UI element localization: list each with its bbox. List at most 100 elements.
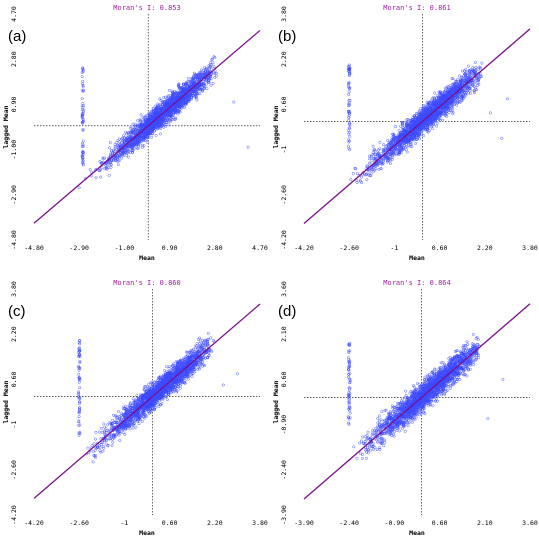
y-tick-label: -1 [10,421,18,429]
data-point [442,93,446,97]
data-point [438,90,442,94]
data-point [194,89,198,93]
data-point [81,128,85,132]
data-point [121,150,125,154]
data-point [466,64,470,68]
data-point [159,108,163,112]
regression-line [303,28,531,225]
data-point [169,108,173,112]
data-point [143,136,147,140]
data-point [373,148,377,152]
data-point [164,95,168,99]
data-point [408,123,412,127]
data-point [432,103,436,107]
data-point [128,147,132,151]
data-point [449,89,453,93]
data-point [110,151,114,155]
data-point [93,448,97,452]
y-tick-label: 0.90 [10,96,18,112]
data-point [118,431,122,435]
scatter-plot-c: (c)Moran's I: 0.860-4.20 -2.60 -1 0.60 2.20 3… [2,279,268,537]
data-point [358,179,362,183]
data-point [136,136,140,139]
data-point [180,86,183,90]
data-point [148,130,152,134]
x-tick-label: -2.90 [69,244,89,252]
data-point [469,84,473,88]
data-point [449,101,453,104]
data-point [385,156,389,160]
data-point [440,112,444,116]
data-point [474,78,478,82]
data-point [113,145,117,148]
data-point [399,143,403,147]
data-point [456,78,460,82]
data-point [404,120,408,124]
data-point [362,172,366,176]
data-point [442,107,446,111]
data-point [459,84,463,88]
data-point [479,72,482,76]
data-point [435,94,439,98]
data-point [145,140,149,144]
data-point [173,94,177,98]
data-point [382,159,385,163]
data-point [451,87,455,91]
x-tick-label: 0.60 [162,519,178,527]
data-point [368,157,371,161]
data-point [427,103,431,107]
x-tick-label: -1 [390,244,398,252]
data-point [148,128,152,132]
data-point [412,121,416,125]
data-point [142,119,146,123]
data-point [159,105,163,109]
data-point [202,87,206,91]
data-point [396,137,400,141]
data-point [398,144,401,148]
data-point [202,85,206,89]
data-point [439,92,443,96]
data-point [190,91,194,95]
data-point [246,145,250,149]
data-point [378,147,382,151]
data-point [129,125,133,129]
data-point [100,161,103,165]
y-tick-label: -2.60 [280,185,288,205]
data-point [374,155,378,159]
data-point [182,104,185,107]
data-point [434,117,437,121]
data-point [177,84,181,88]
data-point [139,134,143,138]
data-point [390,138,394,142]
data-point [438,111,442,115]
data-point [416,126,420,130]
data-point [138,136,142,140]
data-point [471,79,475,82]
data-point [125,132,128,136]
data-point [439,94,443,98]
data-point [173,107,177,111]
data-point [195,98,199,102]
data-point [450,107,454,111]
data-point [108,154,112,158]
data-point [120,156,124,160]
data-point [451,99,455,103]
data-point [406,140,410,144]
data-point [153,113,157,117]
data-point [182,95,186,99]
data-point [418,115,421,119]
data-point [457,74,461,78]
data-point [451,105,455,109]
data-point [81,106,85,110]
data-point [461,95,465,99]
data-point [409,132,413,136]
data-point [186,76,190,80]
data-point [421,126,425,130]
data-point [146,134,150,138]
data-point [445,93,449,97]
data-point [152,124,156,128]
data-point [451,112,455,116]
data-point [142,144,146,148]
x-tick-label: 3.80 [522,244,538,252]
data-point [204,71,208,75]
